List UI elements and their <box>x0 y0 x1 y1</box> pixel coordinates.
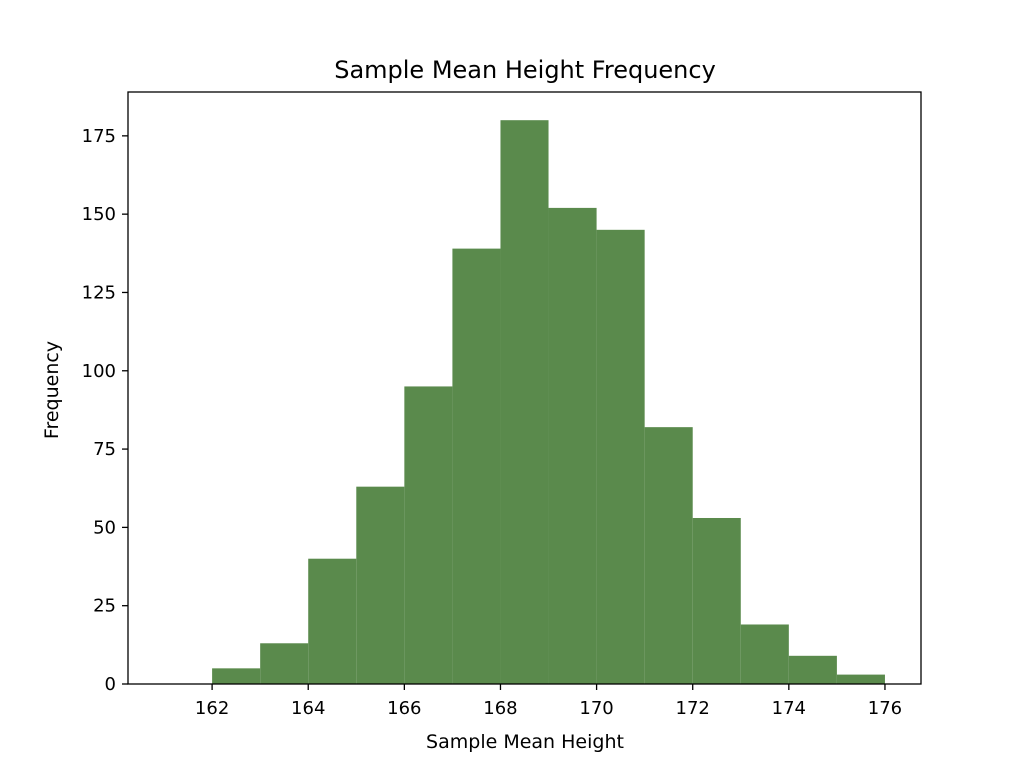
histogram-bar <box>692 517 741 684</box>
x-tick-label: 162 <box>195 698 229 719</box>
x-tick-label: 168 <box>483 698 517 719</box>
histogram-bar <box>836 674 885 684</box>
x-axis-label: Sample Mean Height <box>426 731 624 753</box>
y-tick-label: 150 <box>82 204 116 225</box>
y-tick-label: 25 <box>93 596 116 617</box>
histogram-bar <box>308 558 357 684</box>
y-tick-label: 175 <box>82 126 116 147</box>
histogram-bar <box>596 229 645 684</box>
histogram-bar <box>740 624 789 684</box>
histogram-bar <box>260 643 309 684</box>
chart-title: Sample Mean Height Frequency <box>334 56 716 84</box>
histogram-bar <box>452 248 501 684</box>
y-tick-label: 125 <box>82 282 116 303</box>
x-axis-ticks: 162 164 166 168 170 172 174 176 <box>195 684 902 719</box>
y-axis-ticks: 0 25 50 75 100 125 150 175 <box>82 126 128 695</box>
x-tick-label: 164 <box>291 698 325 719</box>
histogram-bar <box>500 120 549 684</box>
y-axis-label: Frequency <box>41 341 63 439</box>
y-tick-label: 50 <box>93 517 116 538</box>
y-tick-label: 0 <box>105 674 116 695</box>
histogram-bar <box>404 386 453 684</box>
histogram-bar <box>548 207 597 685</box>
histogram-bar <box>356 486 405 684</box>
plot-frame <box>127 91 922 685</box>
bars-group <box>212 120 885 685</box>
histogram-bar <box>788 655 837 684</box>
histogram-bar <box>644 427 693 684</box>
x-tick-label: 166 <box>387 698 421 719</box>
y-tick-label: 100 <box>82 361 116 382</box>
x-tick-label: 170 <box>579 698 613 719</box>
x-tick-label: 174 <box>772 698 806 719</box>
histogram-bar <box>212 668 261 684</box>
y-tick-label: 75 <box>93 439 116 460</box>
x-tick-label: 172 <box>676 698 710 719</box>
x-tick-label: 176 <box>868 698 902 719</box>
